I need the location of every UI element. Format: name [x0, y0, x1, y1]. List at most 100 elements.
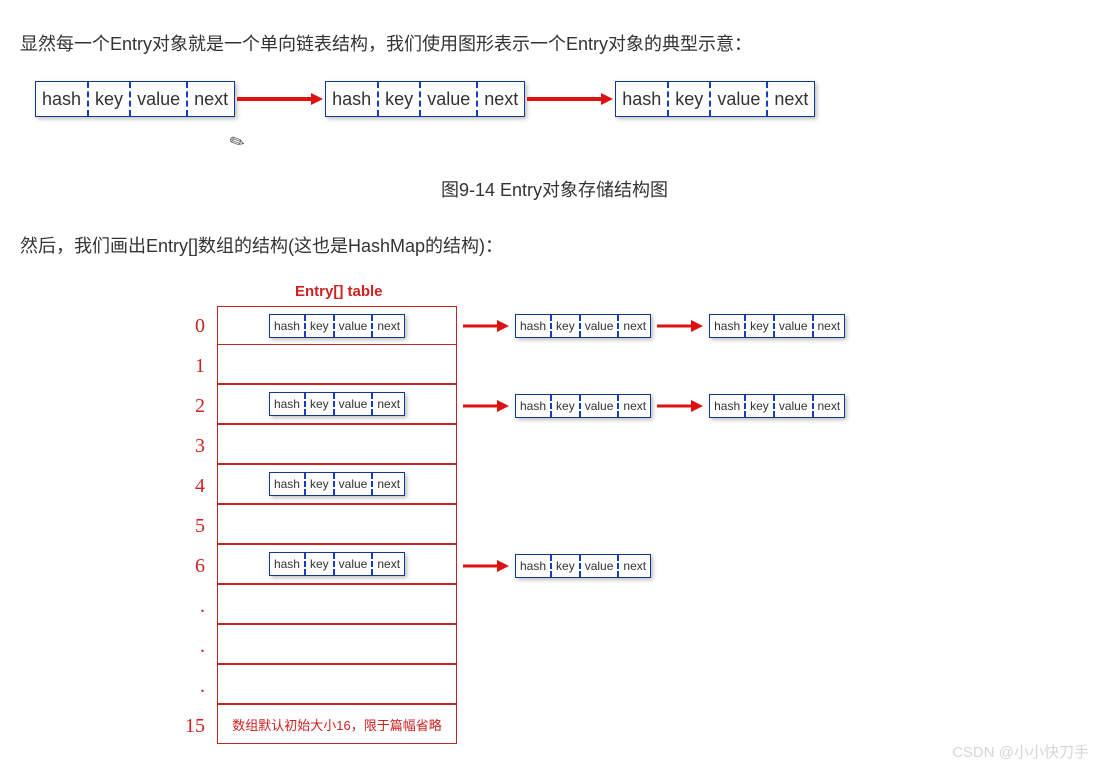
entry-linked-list-diagram: hashkeyvaluenexthashkeyvaluenexthashkeyv…: [35, 81, 1089, 117]
array-slot: [217, 664, 457, 704]
array-slot: 数组默认初始大小16，限于篇幅省略: [217, 704, 457, 744]
entry-field-next: next: [814, 315, 845, 337]
array-slot: hashkeyvaluenext: [217, 384, 457, 424]
array-index: 4: [170, 466, 217, 506]
entry-field-value: value: [711, 82, 768, 116]
figure-caption: 图9-14 Entry对象存储结构图: [20, 176, 1089, 202]
entry-field-next: next: [188, 82, 234, 116]
entry-field-hash: hash: [270, 315, 306, 337]
entry-node: hashkeyvaluenext: [615, 81, 815, 117]
entry-field-value: value: [581, 315, 620, 337]
array-slot: [217, 624, 457, 664]
entry-field-value: value: [581, 555, 620, 577]
entry-field-value: value: [775, 395, 814, 417]
arrow-icon: [461, 317, 511, 335]
entry-field-hash: hash: [270, 393, 306, 415]
array-row: 3: [170, 426, 1089, 466]
array-row: 1: [170, 346, 1089, 386]
entry-node: hashkeyvaluenext: [325, 81, 525, 117]
array-slot: [217, 584, 457, 624]
entry-field-key: key: [379, 82, 421, 116]
entry-chain: hashkeyvaluenext: [457, 546, 651, 586]
entry-field-next: next: [373, 553, 404, 575]
arrow-icon: [461, 397, 511, 415]
array-row: 4 hashkeyvaluenext: [170, 466, 1089, 506]
entry-field-next: next: [373, 473, 404, 495]
entry-field-hash: hash: [516, 395, 552, 417]
entry-node: hashkeyvaluenext: [515, 314, 651, 338]
array-index: 6: [170, 546, 217, 586]
entry-field-value: value: [131, 82, 188, 116]
entry-field-key: key: [306, 553, 335, 575]
intro-paragraph: 显然每一个Entry对象就是一个单向链表结构，我们使用图形表示一个Entry对象…: [20, 30, 1089, 56]
entry-field-hash: hash: [270, 553, 306, 575]
entry-field-key: key: [746, 315, 775, 337]
array-index: 2: [170, 386, 217, 426]
entry-node: hashkeyvaluenext: [709, 394, 845, 418]
entry-field-next: next: [768, 82, 814, 116]
arrow-icon: [655, 317, 705, 335]
array-index: 5: [170, 506, 217, 546]
entry-field-hash: hash: [270, 473, 306, 495]
entry-field-hash: hash: [616, 82, 669, 116]
array-slot: [217, 344, 457, 384]
arrow-icon: [235, 84, 325, 114]
entry-field-value: value: [335, 393, 374, 415]
array-slot: hashkeyvaluenext: [217, 306, 457, 346]
array-row: 2hashkeyvaluenexthashkeyvaluenexthashkey…: [170, 386, 1089, 426]
array-index: .: [170, 666, 217, 706]
entry-field-next: next: [373, 315, 404, 337]
array-index: .: [170, 586, 217, 626]
entry-field-hash: hash: [36, 82, 89, 116]
array-slot: hashkeyvaluenext: [217, 544, 457, 584]
entry-field-next: next: [814, 395, 845, 417]
array-index: 1: [170, 346, 217, 386]
array-slot: [217, 504, 457, 544]
entry-array-diagram: Entry[] table 0hashkeyvaluenexthashkeyva…: [170, 283, 1089, 746]
arrow-icon: [655, 397, 705, 415]
entry-node: hashkeyvaluenext: [269, 552, 405, 576]
entry-field-key: key: [306, 315, 335, 337]
array-index: 0: [170, 306, 217, 346]
entry-chain: hashkeyvaluenexthashkeyvaluenext: [457, 386, 845, 426]
array-row: 5: [170, 506, 1089, 546]
entry-field-hash: hash: [516, 315, 552, 337]
entry-field-key: key: [552, 395, 581, 417]
array-slot: [217, 424, 457, 464]
entry-field-key: key: [669, 82, 711, 116]
entry-field-hash: hash: [710, 395, 746, 417]
array-row: 15数组默认初始大小16，限于篇幅省略: [170, 706, 1089, 746]
entry-field-value: value: [335, 553, 374, 575]
entry-field-key: key: [746, 395, 775, 417]
entry-field-value: value: [335, 315, 374, 337]
entry-node: hashkeyvaluenext: [515, 394, 651, 418]
entry-node: hashkeyvaluenext: [269, 392, 405, 416]
entry-field-key: key: [552, 315, 581, 337]
array-index: .: [170, 626, 217, 666]
entry-field-value: value: [581, 395, 620, 417]
entry-node: hashkeyvaluenext: [709, 314, 845, 338]
entry-node: hashkeyvaluenext: [269, 314, 405, 338]
entry-field-value: value: [335, 473, 374, 495]
array-row: .: [170, 586, 1089, 626]
entry-field-next: next: [478, 82, 524, 116]
entry-field-key: key: [306, 473, 335, 495]
entry-field-hash: hash: [710, 315, 746, 337]
entry-field-next: next: [619, 315, 650, 337]
entry-field-next: next: [373, 393, 404, 415]
array-row: .: [170, 626, 1089, 666]
entry-field-value: value: [421, 82, 478, 116]
entry-field-next: next: [619, 555, 650, 577]
entry-node: hashkeyvaluenext: [269, 472, 405, 496]
pencil-icon: ✎: [226, 130, 249, 155]
array-row: .: [170, 666, 1089, 706]
array-row: 0hashkeyvaluenexthashkeyvaluenexthashkey…: [170, 306, 1089, 346]
entry-node: hashkeyvaluenext: [35, 81, 235, 117]
entry-field-key: key: [306, 393, 335, 415]
array-slot: hashkeyvaluenext: [217, 464, 457, 504]
second-paragraph: 然后，我们画出Entry[]数组的结构(这也是HashMap的结构)：: [20, 232, 1089, 258]
entry-field-next: next: [619, 395, 650, 417]
entry-node: hashkeyvaluenext: [515, 554, 651, 578]
arrow-icon: [525, 84, 615, 114]
entry-chain: hashkeyvaluenexthashkeyvaluenext: [457, 306, 845, 346]
